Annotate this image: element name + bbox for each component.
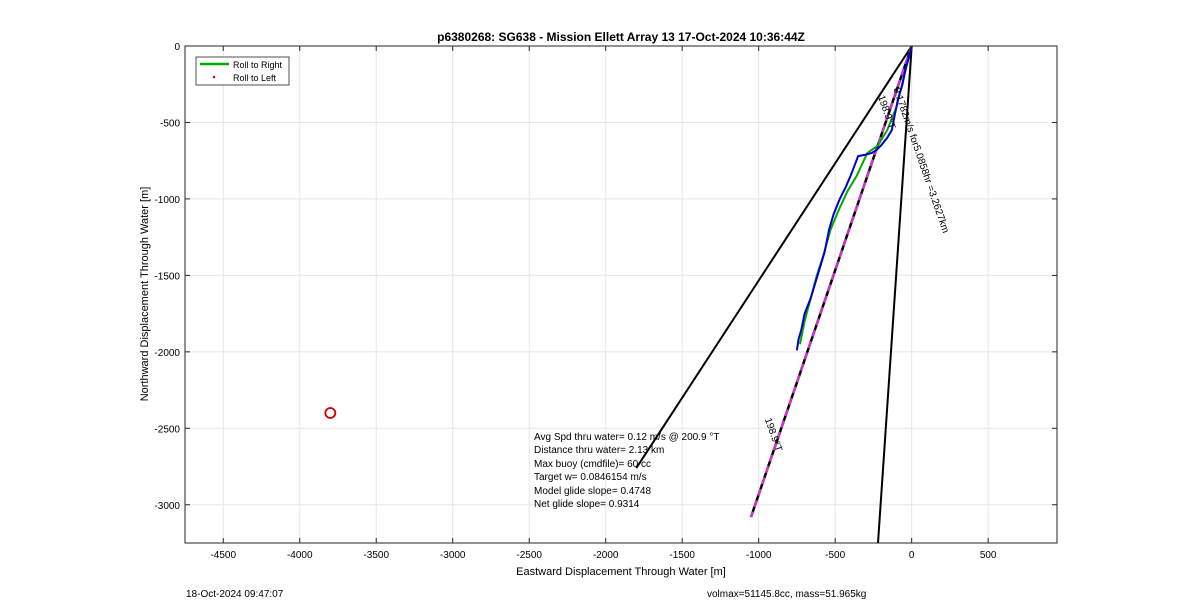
x-tick-label: -2000 — [593, 550, 619, 561]
stat-net-glide-slope: Net glide slope= 0.9314 — [534, 499, 640, 510]
chart-title: p6380268: SG638 - Mission Ellett Array 1… — [437, 30, 805, 44]
stat-avg-speed: Avg Spd thru water= 0.12 m/s @ 200.9 °T — [534, 432, 719, 443]
y-tick-label: -3000 — [154, 501, 180, 512]
stat-target-w: Target w= 0.0846154 m/s — [534, 472, 647, 483]
heading-annotation: 198.9°T — [762, 416, 784, 453]
x-tick-label: -500 — [825, 550, 845, 561]
legend: Roll to Right Roll to Left — [195, 56, 290, 86]
stat-max-buoy: Max buoy (cmdfile)= 60 cc — [534, 459, 651, 470]
stat-distance: Distance thru water= 2.13 km — [534, 445, 664, 456]
x-tick-label: 500 — [980, 550, 997, 561]
legend-box — [195, 56, 290, 86]
heading-line-dash — [749, 45, 913, 518]
x-tick-label: -4500 — [210, 550, 236, 561]
x-tick-label: 0 — [909, 550, 915, 561]
legend-swatch-roll-left — [212, 75, 216, 79]
y-tick-label: -2000 — [154, 348, 180, 359]
y-axis-label: Northward Displacement Through Water [m] — [139, 187, 151, 402]
y-tick-label: 0 — [174, 42, 180, 53]
bound-line — [877, 45, 913, 544]
stat-model-glide-slope: Model glide slope= 0.4748 — [534, 486, 651, 497]
x-tick-label: -1000 — [746, 550, 772, 561]
axis-ticks: -4500 -4000 -3500 -3000 -2500 -2000 -1500 -1000… — [154, 42, 1057, 561]
bound-line — [635, 45, 913, 469]
plot-frame — [184, 45, 1058, 544]
x-axis-label: Eastward Displacement Through Water [m] — [516, 566, 726, 578]
footer-vehicle-info: volmax=51145.8cc, mass=51.965kg — [707, 589, 867, 600]
x-tick-label: -2500 — [516, 550, 542, 561]
x-tick-label: -4000 — [287, 550, 313, 561]
x-tick-label: -1500 — [669, 550, 695, 561]
y-tick-label: -1500 — [154, 271, 180, 282]
x-tick-label: -3000 — [440, 550, 466, 561]
y-tick-label: -500 — [160, 118, 180, 129]
series-group — [324, 45, 913, 544]
x-tick-label: -3500 — [363, 550, 389, 561]
footer-timestamp: 18-Oct-2024 09:47:07 — [186, 589, 284, 600]
legend-label-roll-left: Roll to Left — [233, 73, 277, 83]
y-tick-label: -1000 — [154, 195, 180, 206]
track-blue — [795, 45, 913, 351]
stats-block: Avg Spd thru water= 0.12 m/s @ 200.9 °T … — [534, 432, 719, 510]
legend-label-roll-right: Roll to Right — [233, 60, 283, 70]
target-marker — [324, 407, 337, 419]
y-tick-label: -2500 — [154, 424, 180, 435]
